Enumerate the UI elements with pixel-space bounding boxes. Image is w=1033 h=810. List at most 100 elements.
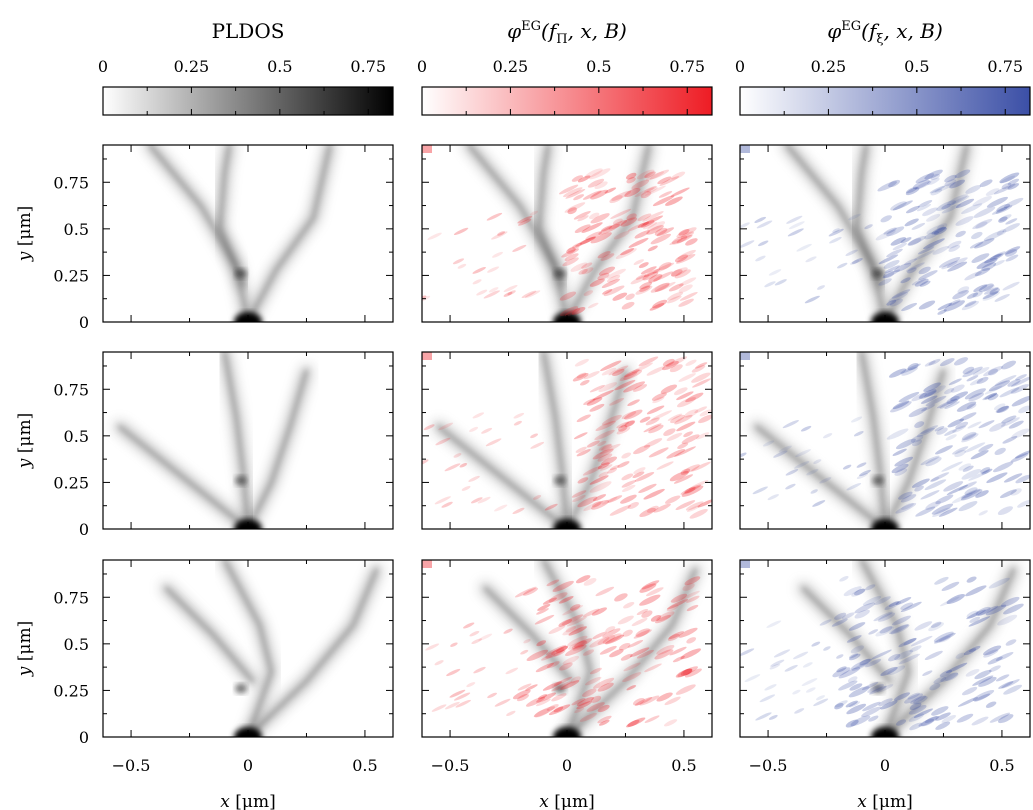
signal-streak: [955, 230, 966, 238]
signal-streak: [924, 650, 943, 660]
signal-streak: [579, 712, 597, 722]
signal-streak: [944, 174, 957, 183]
signal-streak: [620, 653, 633, 661]
signal-streak: [928, 622, 944, 632]
signal-streak: [667, 295, 682, 304]
signal-streak: [671, 267, 688, 277]
signal-streak: [630, 274, 650, 285]
signal-streak: [651, 392, 667, 401]
signal-streak: [694, 406, 708, 414]
signal-streak: [764, 684, 777, 691]
signal-streak: [674, 269, 691, 279]
signal-streak: [934, 182, 956, 193]
signal-streak: [911, 222, 926, 230]
signal-streak: [652, 195, 675, 207]
signal-streak: [473, 666, 486, 674]
signal-streak: [968, 470, 990, 481]
signal-streak: [665, 356, 688, 368]
signal-streak: [621, 480, 637, 488]
signal-streak: [650, 410, 673, 421]
signal-streak: [597, 251, 611, 259]
hotspot: [553, 683, 566, 694]
signal-streak: [971, 253, 990, 263]
signal-streak: [546, 704, 559, 711]
signal-streak: [900, 494, 917, 503]
signal-streak: [875, 626, 895, 637]
pldos-branch-core: [883, 567, 1016, 737]
signal-streak: [571, 698, 586, 706]
hotspot: [234, 268, 247, 279]
signal-streak: [644, 185, 666, 196]
signal-streak: [459, 463, 468, 468]
signal-streak: [984, 287, 999, 295]
signal-streak: [894, 456, 914, 467]
signal-streak: [1001, 679, 1020, 689]
signal-streak: [564, 202, 586, 213]
signal-streak: [924, 385, 946, 397]
signal-streak: [843, 586, 862, 597]
signal-streak: [924, 479, 947, 491]
signal-streak: [999, 387, 1020, 398]
signal-streak: [530, 433, 539, 439]
signal-streak: [685, 392, 704, 403]
y-tick-label: 0.5: [64, 635, 89, 654]
signal-streak: [634, 230, 650, 239]
signal-streak: [795, 449, 812, 458]
colorbar-tick-label: 0: [735, 57, 745, 76]
signal-streak: [597, 682, 614, 692]
signal-streak: [604, 187, 617, 194]
signal-streak: [576, 449, 591, 457]
signal-streak: [472, 412, 485, 419]
signal-streak: [961, 203, 983, 215]
signal-streak: [591, 501, 602, 508]
signal-streak: [923, 238, 945, 250]
signal-streak: [916, 203, 932, 212]
signal-streak: [978, 676, 997, 687]
signal-streak: [838, 667, 861, 679]
signal-streak: [685, 501, 704, 511]
signal-streak: [918, 266, 931, 275]
signal-streak: [898, 637, 917, 648]
signal-streak: [682, 583, 695, 591]
signal-streak: [548, 625, 566, 634]
signal-streak: [650, 615, 662, 622]
signal-streak: [880, 215, 892, 223]
signal-streak: [939, 358, 955, 367]
signal-streak: [648, 447, 669, 458]
y-tick-label: 0.5: [64, 220, 89, 239]
signal-streak: [955, 216, 974, 226]
signal-streak: [822, 433, 833, 439]
signal-streak: [595, 586, 615, 597]
signal-streak: [936, 200, 957, 211]
signal-streak: [551, 693, 567, 702]
signal-streak: [892, 242, 907, 251]
signal-streak: [677, 666, 699, 677]
signal-streak: [891, 289, 911, 299]
signal-streak: [914, 485, 924, 492]
signal-streak: [575, 575, 591, 584]
signal-streak: [559, 662, 573, 671]
signal-streak: [986, 196, 1008, 208]
signal-streak: [944, 401, 960, 410]
signal-streak: [958, 463, 972, 471]
signal-streak: [883, 270, 895, 279]
signal-streak: [861, 706, 882, 718]
signal-streak: [1002, 435, 1018, 444]
signal-streak: [520, 649, 529, 655]
signal-streak: [593, 677, 615, 689]
signal-streak: [676, 254, 696, 264]
signal-streak: [964, 442, 986, 453]
signal-streak: [671, 269, 683, 277]
signal-streak: [674, 254, 689, 263]
signal-streak: [893, 262, 912, 273]
pldos-branch-core: [855, 145, 882, 287]
signal-streak: [951, 492, 973, 504]
signal-streak: [757, 240, 769, 247]
signal-streak: [801, 678, 818, 687]
signal-streak: [864, 224, 873, 230]
signal-streak: [856, 462, 867, 468]
signal-streak: [968, 616, 991, 627]
signal-streak: [649, 302, 665, 311]
pldos-branch-core: [883, 369, 945, 529]
signal-streak: [985, 701, 997, 708]
